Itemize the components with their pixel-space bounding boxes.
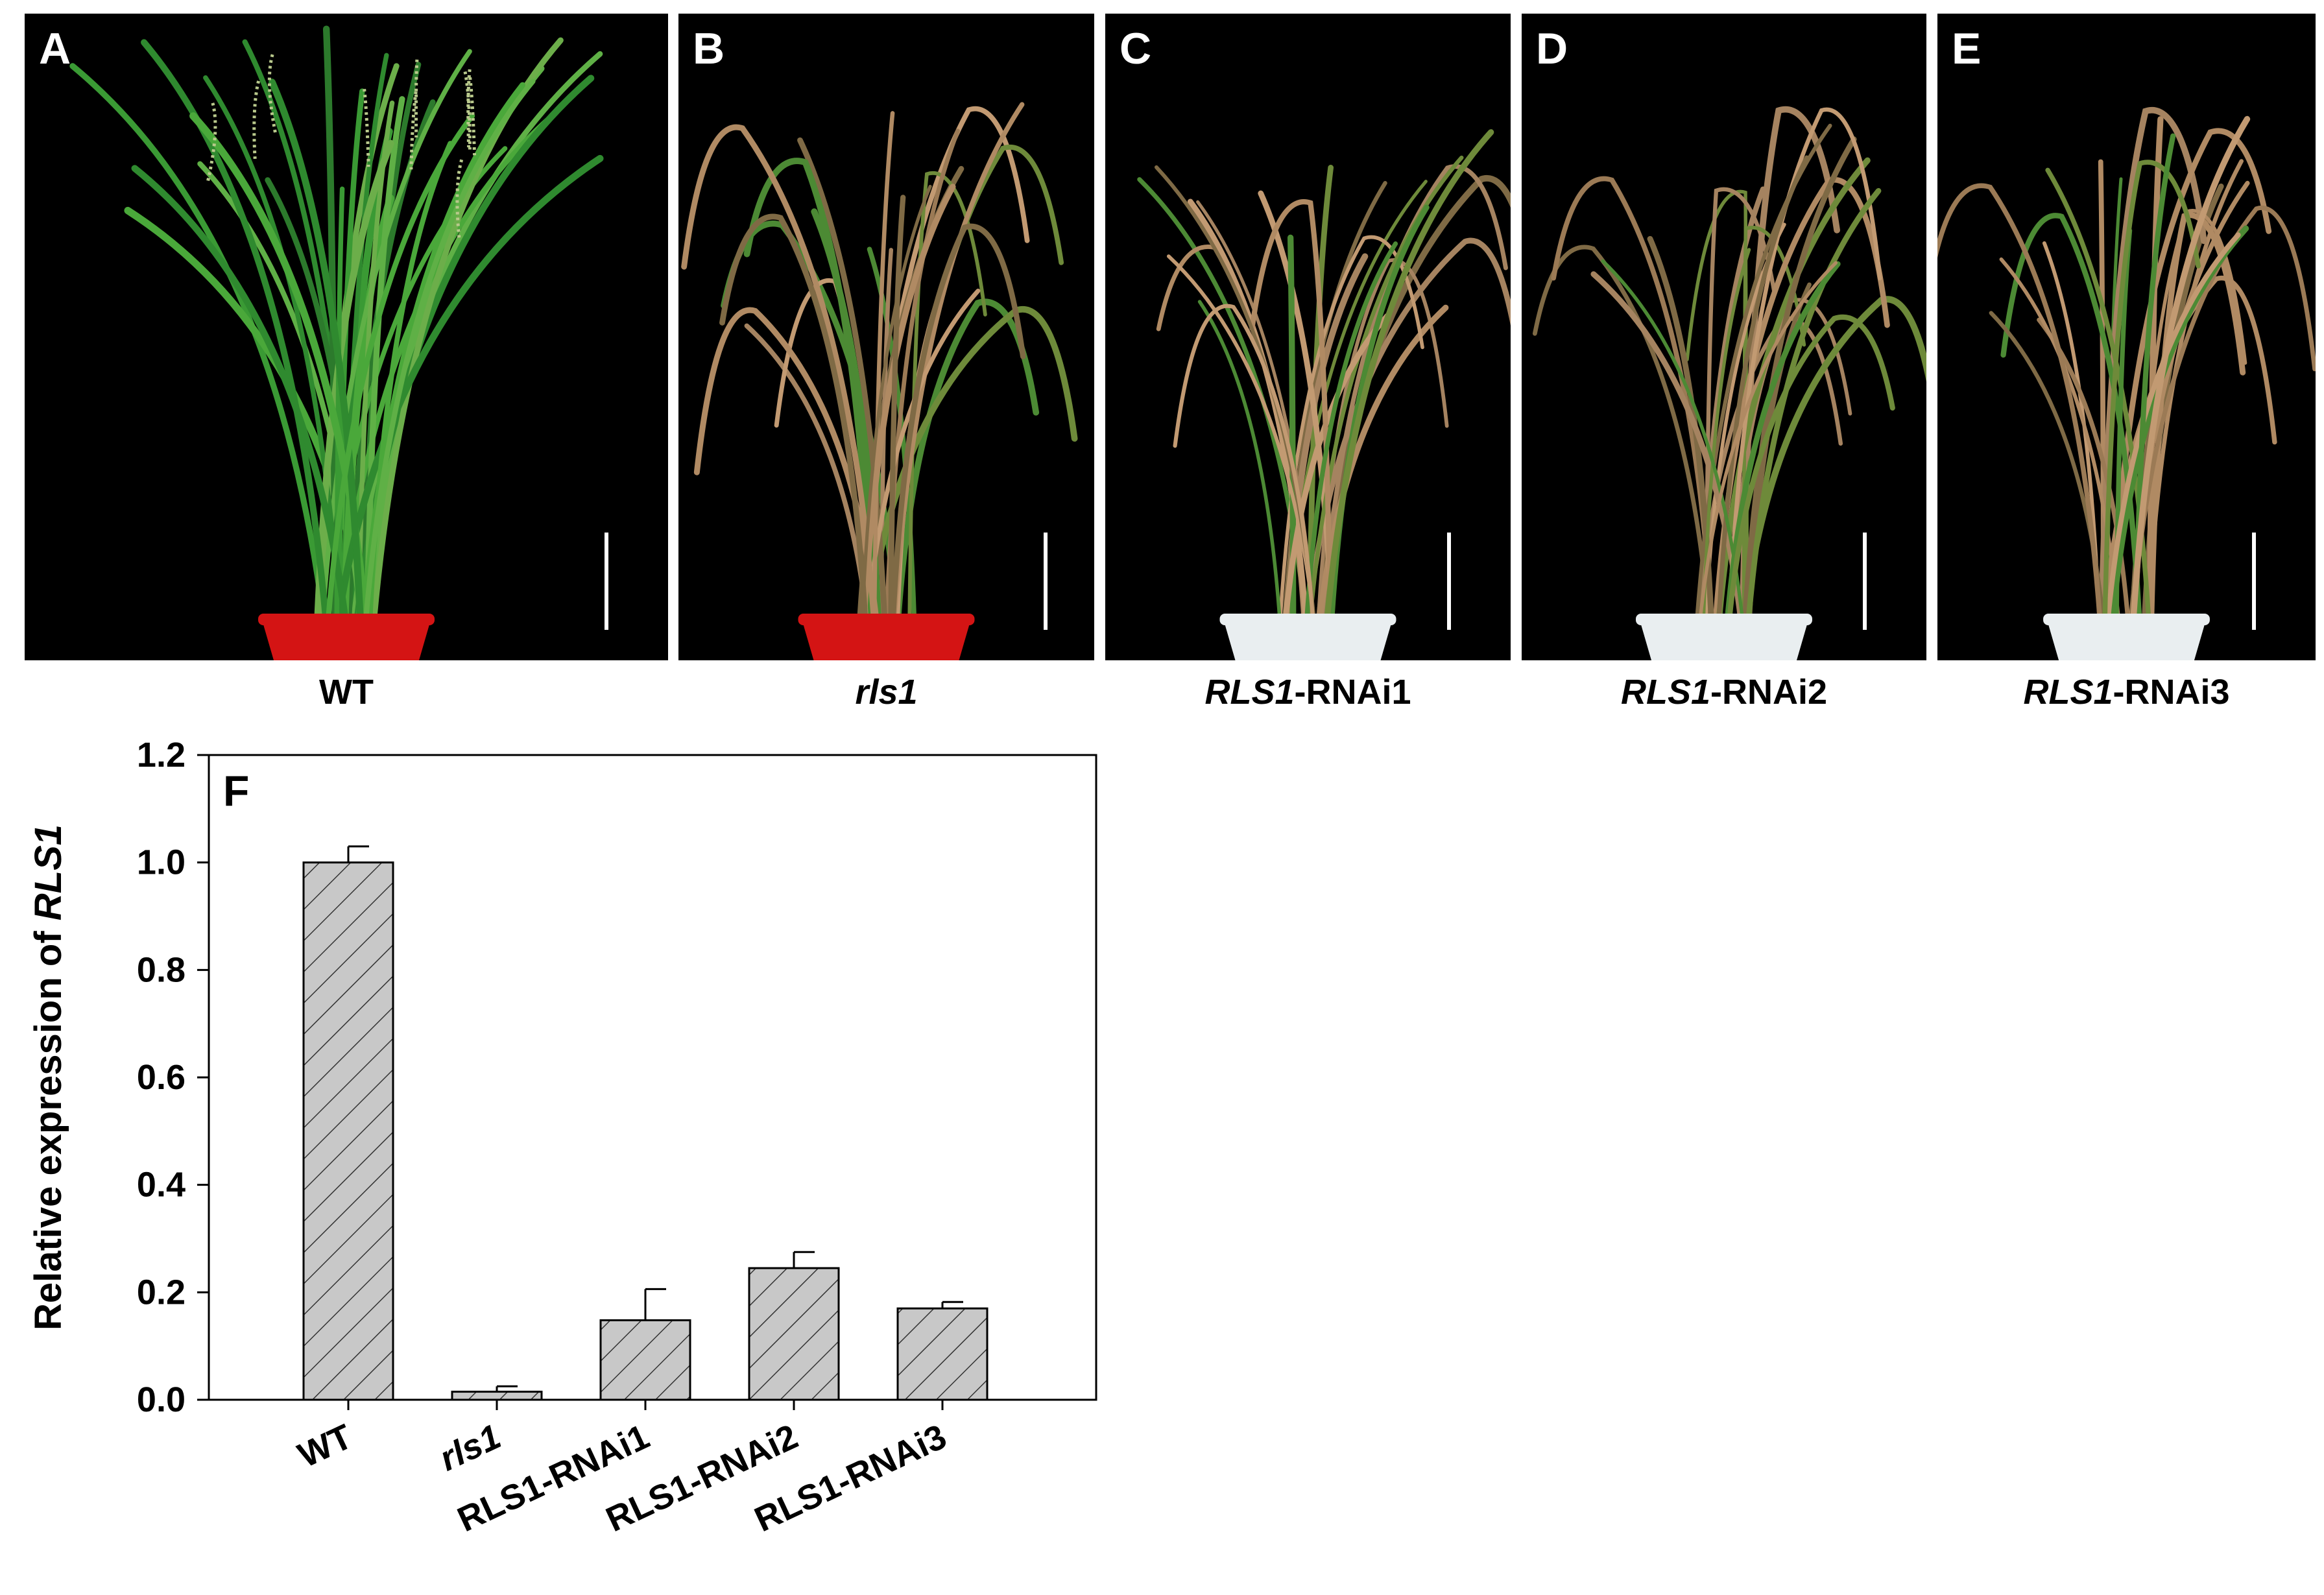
caption-a-text: WT <box>319 673 374 712</box>
x-tick-label: WT <box>293 1417 358 1475</box>
bar-hatch <box>451 1391 543 1401</box>
caption-b: rls1 <box>678 675 1094 710</box>
caption-c: RLS1-RNAi1 <box>1105 675 1511 710</box>
plant-photo-c <box>1137 129 1511 660</box>
bar-hatch <box>748 1267 840 1401</box>
panel-a: A <box>25 14 668 660</box>
y-tick-label: 0.6 <box>137 1058 186 1097</box>
plant <box>69 25 604 624</box>
caption-c-italic: RLS1 <box>1204 673 1295 712</box>
plant-photo-a <box>69 25 608 660</box>
caption-c-text: -RNAi1 <box>1294 673 1411 712</box>
caption-e-italic: RLS1 <box>2023 673 2113 712</box>
y-tick-label: 0.2 <box>137 1273 186 1312</box>
y-axis-label-gene: RLS1 <box>27 824 69 920</box>
panel-c: C <box>1105 14 1511 660</box>
plant-photo-e <box>1937 107 2316 660</box>
caption-d: RLS1-RNAi2 <box>1522 675 1926 710</box>
y-tick-label: 1.2 <box>137 736 186 774</box>
expression-bar-chart: 0.00.20.40.60.81.01.2WT rls1RLS1-RNAi1RLS… <box>27 736 1097 1539</box>
pot-rim <box>1219 614 1396 625</box>
panel-letter-b: B <box>693 24 725 73</box>
panel-e: E <box>1937 14 2316 660</box>
bar-hatch <box>302 861 394 1401</box>
plant <box>1532 106 1926 623</box>
y-tick-label: 1.0 <box>137 843 186 882</box>
bar-hatch <box>599 1319 691 1401</box>
panel-letter-e: E <box>1952 24 1982 73</box>
plant <box>1137 129 1511 623</box>
caption-e: RLS1-RNAi3 <box>1937 675 2316 710</box>
pot-rim <box>1636 614 1812 625</box>
y-tick-label: 0.8 <box>137 950 186 989</box>
caption-a: WT <box>25 675 668 710</box>
pot-rim <box>2043 614 2210 625</box>
plant <box>681 102 1078 623</box>
panel-letter-a: A <box>39 24 71 73</box>
pot <box>1223 620 1393 660</box>
bar-hatch <box>896 1307 988 1401</box>
panel-b: B <box>678 14 1094 660</box>
pot-rim <box>258 614 435 625</box>
pot <box>1640 620 1808 660</box>
panel-letter-d: D <box>1536 24 1568 73</box>
plant <box>1937 107 2316 623</box>
panel-d: D <box>1522 14 1926 660</box>
panel-letter-f: F <box>223 767 249 815</box>
pot <box>262 620 431 660</box>
y-axis-label: Relative expression of RLS1 <box>27 824 69 1330</box>
plant-photo-d <box>1532 106 1926 660</box>
y-tick-label: 0.0 <box>137 1380 186 1419</box>
pot-rim <box>798 614 975 625</box>
plant-photo-b <box>681 102 1078 660</box>
y-tick-label: 0.4 <box>137 1166 186 1205</box>
x-tick-label: rls1 <box>434 1417 507 1478</box>
y-axis-label-text: Relative expression of <box>27 920 69 1330</box>
caption-b-italic: rls1 <box>855 673 918 712</box>
pot <box>2047 620 2206 660</box>
caption-d-text: -RNAi2 <box>1710 673 1828 712</box>
panel-letter-c: C <box>1120 24 1152 73</box>
pot <box>802 620 971 660</box>
caption-d-italic: RLS1 <box>1620 673 1711 712</box>
caption-e-text: -RNAi3 <box>2113 673 2230 712</box>
